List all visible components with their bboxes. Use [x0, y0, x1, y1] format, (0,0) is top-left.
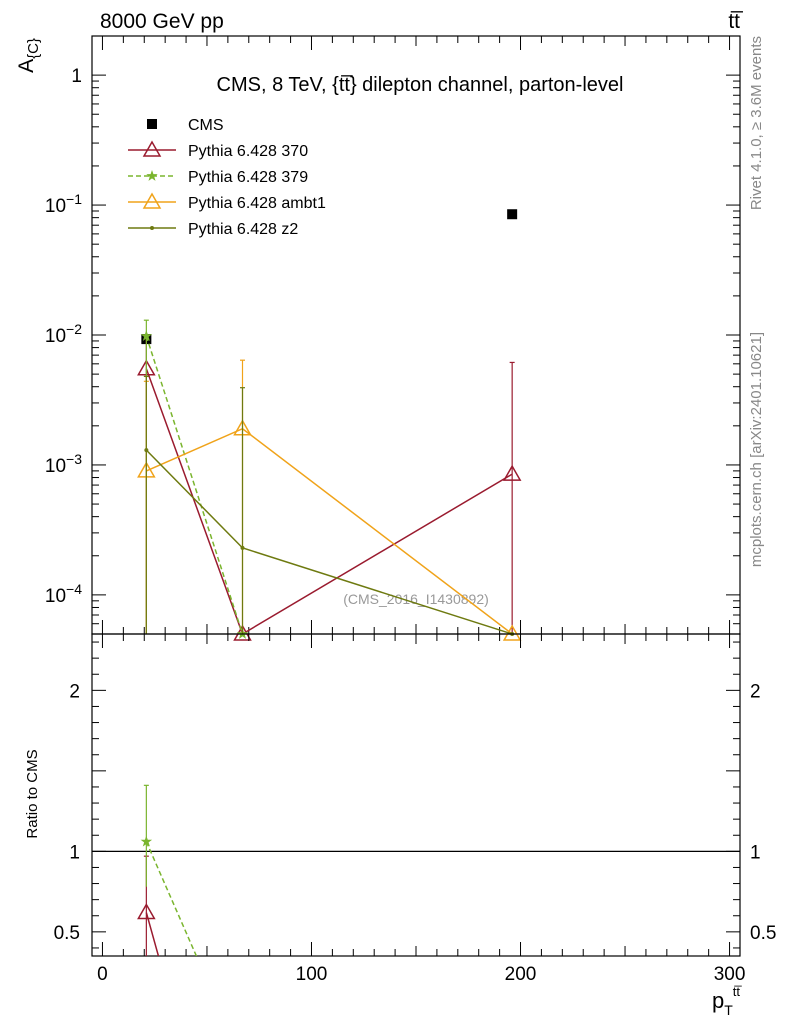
legend-label: CMS — [188, 117, 224, 134]
legend-marker — [147, 119, 157, 129]
legend-label: Pythia 6.428 z2 — [188, 221, 298, 238]
legend-marker — [142, 192, 162, 209]
ratio-panel: Ratio to CMS 0.5 0.5 1 1 2 2 0 100 200 300 pTtt̅ — [24, 633, 776, 1018]
series-line — [145, 841, 198, 956]
ratio-y-tick-label: 0.5 — [54, 923, 80, 944]
ratio-y-tick-label: 1 — [69, 842, 80, 863]
x-tick-label: 0 — [97, 964, 108, 985]
main-panel: CMS, 8 TeV, {tt̅} dilepton channel, part… — [15, 35, 741, 641]
y-tick-label: 10−3 — [45, 451, 82, 477]
ratio-panel-frame — [91, 633, 741, 957]
y-tick-label: 10−2 — [45, 321, 82, 347]
series-line — [145, 912, 160, 956]
ratio-y-tick-label: 1 — [750, 842, 761, 863]
ratio-y-tick-label: 0.5 — [750, 923, 776, 944]
x-tick-label: 100 — [296, 964, 328, 985]
ratio-series-group — [137, 784, 212, 986]
data-point — [240, 545, 245, 550]
data-point — [137, 903, 156, 920]
data-point — [144, 448, 149, 453]
legend-label: Pythia 6.428 ambt1 — [188, 195, 326, 212]
main-ylabel: A{C} — [15, 38, 42, 73]
legend: CMS Pythia 6.428 370 Pythia 6.428 379 Pythi… — [128, 117, 326, 238]
process-label: tt̅ — [728, 10, 744, 33]
ratio-y-tick-label: 2 — [750, 681, 761, 702]
ratio-ylabel: Ratio to CMS — [24, 749, 41, 838]
main-title: CMS, 8 TeV, {tt̅} dilepton channel, part… — [217, 74, 624, 96]
legend-marker — [142, 140, 162, 157]
collision-label: 8000 GeV pp — [100, 10, 224, 33]
legend-label: Pythia 6.428 379 — [188, 169, 308, 186]
mcplots-label: mcplots.cern.ch [arXiv:2401.10621] — [748, 332, 765, 567]
legend-marker — [146, 170, 158, 181]
legend-marker — [150, 226, 154, 230]
y-tick-label: 1 — [71, 66, 82, 87]
data-point — [502, 464, 522, 481]
y-tick-label: 10−4 — [45, 581, 82, 607]
data-point — [201, 974, 212, 985]
x-tick-label: 300 — [714, 964, 746, 985]
data-point — [140, 835, 153, 847]
analysis-watermark: (CMS_2016_I1430892) — [343, 591, 489, 607]
legend-label: Pythia 6.428 370 — [188, 143, 308, 160]
ratio-y-tick-label: 2 — [69, 681, 80, 702]
x-tick-label: 200 — [505, 964, 537, 985]
y-tick-label: 10−1 — [45, 191, 82, 217]
data-point — [507, 209, 518, 220]
data-point — [157, 972, 173, 986]
x-axis-label: pTtt̅ — [712, 984, 742, 1018]
series-line — [145, 335, 244, 635]
rivet-label: Rivet 4.1.0, ≥ 3.6M events — [748, 36, 765, 210]
data-point — [140, 330, 153, 341]
